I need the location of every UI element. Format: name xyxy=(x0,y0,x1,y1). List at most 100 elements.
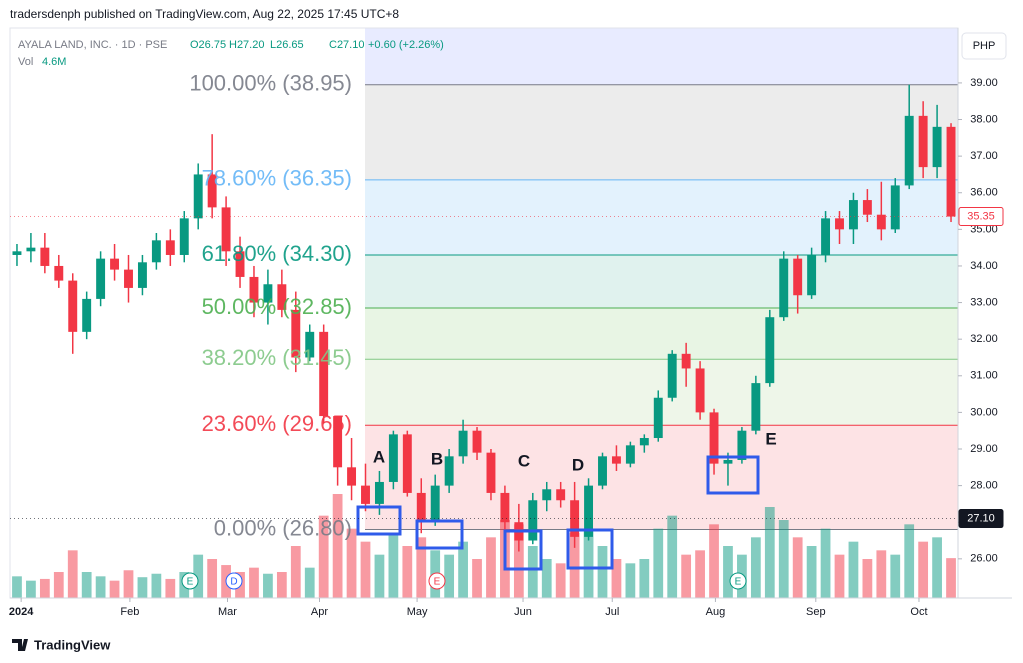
x-tick-label: Oct xyxy=(910,606,927,618)
y-tick-label: 37.00 xyxy=(970,150,998,162)
candle-body xyxy=(263,284,273,303)
brand: TradingView xyxy=(34,637,111,652)
volume-bar xyxy=(932,537,942,598)
event-marker[interactable] xyxy=(225,572,243,590)
currency[interactable]: PHP xyxy=(973,40,996,52)
event-label[interactable]: E xyxy=(735,577,742,588)
candle-body xyxy=(653,397,663,439)
candle-body xyxy=(890,185,900,230)
fib-label: 23.60% (29.65) xyxy=(202,411,352,436)
volume-bar xyxy=(416,537,427,598)
candle-body xyxy=(277,284,287,310)
candle-body xyxy=(124,269,133,288)
fib-label: 0.00% (26.80) xyxy=(214,515,352,540)
y-tick-label: 35.00 xyxy=(970,223,998,235)
price-tag xyxy=(958,207,1004,227)
candle-body xyxy=(542,489,552,501)
volume-bar xyxy=(486,537,496,598)
candle-body xyxy=(904,115,914,186)
candle-body xyxy=(40,247,50,266)
x-tick-label: Mar xyxy=(218,606,237,618)
volume-bar xyxy=(263,573,273,598)
fib-band-top xyxy=(365,28,958,85)
volume-bar xyxy=(625,563,636,598)
volume-bar xyxy=(123,570,134,598)
vol-label: Vol xyxy=(18,56,33,68)
candle-body xyxy=(611,456,621,464)
candle-body xyxy=(110,258,120,270)
volume-bar xyxy=(611,559,622,598)
fib-band xyxy=(365,308,958,360)
event-label[interactable]: E xyxy=(434,577,441,588)
volume-bar xyxy=(834,554,845,598)
volume-bar xyxy=(778,520,789,598)
candle-body xyxy=(235,251,245,277)
volume-bar xyxy=(290,546,301,598)
x-tick-label: Jun xyxy=(514,606,532,618)
volume-bar xyxy=(513,524,524,598)
volume-bar xyxy=(946,558,956,598)
candle-body xyxy=(291,309,301,358)
candle-body xyxy=(193,174,203,219)
volume-bar xyxy=(764,507,775,598)
volume-bar xyxy=(346,528,357,598)
event-label[interactable]: E xyxy=(187,577,194,588)
y-tick-label: 30.00 xyxy=(970,406,998,418)
high: H27.20 xyxy=(229,39,264,51)
candle-body xyxy=(221,207,231,252)
candle-body xyxy=(486,452,496,493)
candle-body xyxy=(137,262,147,288)
volume-bar xyxy=(876,550,887,598)
volume-bar xyxy=(527,546,538,598)
price-tag-label: 35.35 xyxy=(967,210,995,222)
volume-bar xyxy=(458,541,468,598)
volume-bar xyxy=(402,546,413,598)
candle-body xyxy=(54,265,64,281)
volume-bar xyxy=(681,554,692,598)
candle-body xyxy=(584,485,594,537)
x-tick-label: 2024 xyxy=(9,606,34,618)
candle-body xyxy=(333,416,343,468)
candle-body xyxy=(556,489,566,501)
candle-body xyxy=(68,280,78,332)
low: L26.65 xyxy=(270,39,304,51)
annotation: D xyxy=(572,455,584,474)
x-tick-label: Apr xyxy=(311,606,328,618)
x-tick-label: Aug xyxy=(706,606,726,618)
candle-body xyxy=(305,331,315,358)
candle-body xyxy=(667,353,677,398)
close: C27.10 xyxy=(329,39,364,51)
fib-label: 78.60% (36.35) xyxy=(202,166,352,191)
y-tick-label: 33.00 xyxy=(970,296,998,308)
candle-body xyxy=(765,317,775,384)
candle-body xyxy=(598,456,607,486)
x-tick-label: Sep xyxy=(806,606,826,618)
y-tick-label: 29.00 xyxy=(970,443,998,455)
candle-body xyxy=(444,456,454,486)
candle-body xyxy=(151,240,161,263)
volume-bar xyxy=(806,546,817,598)
candle-body xyxy=(458,430,468,457)
x-tick-label: May xyxy=(407,606,428,618)
candle-body xyxy=(165,240,175,255)
candle-body xyxy=(876,214,886,230)
volume-bar xyxy=(39,578,50,598)
candle-body xyxy=(862,200,872,215)
event-marker[interactable] xyxy=(181,572,199,590)
volume-bar xyxy=(276,572,287,598)
candle-body xyxy=(374,481,384,504)
candle-body xyxy=(388,434,398,482)
candle-body xyxy=(918,115,928,168)
currency-button[interactable] xyxy=(961,32,1007,60)
volume-bar xyxy=(81,572,92,598)
volume-bar xyxy=(792,537,803,598)
candle-body xyxy=(681,353,691,369)
vol-value: 4.6M xyxy=(42,56,66,68)
candle-body xyxy=(625,445,635,464)
event-marker[interactable] xyxy=(428,572,446,590)
y-tick-label: 26.00 xyxy=(970,553,998,565)
event-marker[interactable] xyxy=(729,572,747,590)
volume-bar xyxy=(904,524,915,598)
event-label[interactable]: D xyxy=(230,577,237,588)
volume-bar xyxy=(332,494,343,598)
